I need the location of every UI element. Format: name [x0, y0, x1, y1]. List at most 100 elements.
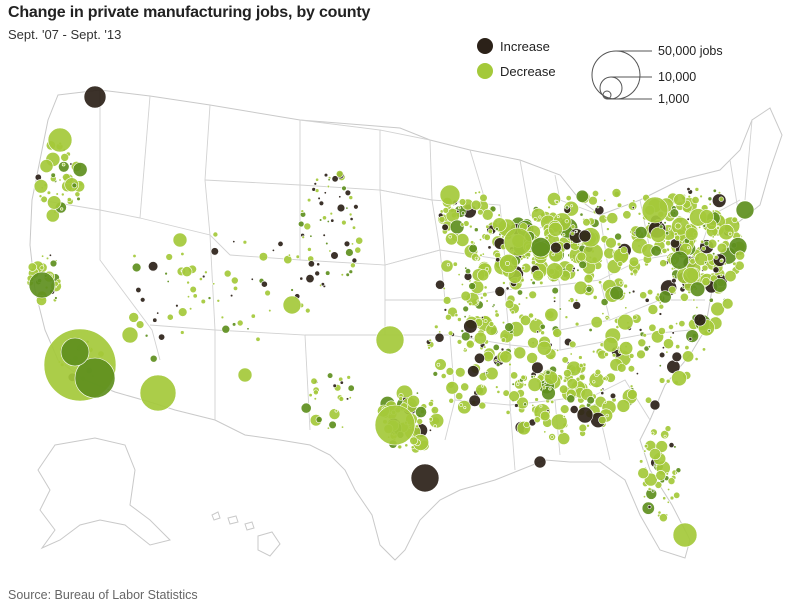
county-bubble: [495, 257, 501, 263]
county-bubble: [468, 394, 481, 407]
county-bubble: [533, 317, 538, 321]
county-bubbles: [26, 85, 755, 548]
county-bubble: [661, 346, 665, 350]
county-bubble: [708, 202, 712, 206]
county-bubble: [674, 471, 678, 475]
county-bubble: [58, 178, 62, 182]
county-bubble: [622, 291, 627, 296]
legend: Increase Decrease 50,000 jobs 10,000 1,0…: [477, 38, 723, 106]
county-bubble: [666, 255, 670, 259]
county-bubble: [614, 232, 622, 241]
county-bubble: [601, 312, 605, 316]
county-bubble: [576, 406, 594, 424]
county-bubble: [721, 298, 734, 310]
county-bubble: [216, 298, 221, 303]
county-bubble: [483, 233, 491, 241]
county-bubble: [494, 309, 499, 314]
county-bubble: [345, 272, 350, 277]
county-bubble: [207, 296, 212, 300]
county-bubble: [338, 195, 342, 199]
county-bubble: [308, 393, 313, 398]
county-bubble: [494, 286, 506, 297]
county-bubble: [711, 209, 715, 213]
county-bubble: [550, 413, 568, 431]
county-bubble: [441, 223, 449, 231]
county-bubble: [148, 261, 159, 272]
county-bubble: [232, 240, 236, 244]
county-bubble: [554, 200, 559, 205]
county-bubble: [505, 409, 511, 415]
size-label-10000: 10,000: [658, 70, 696, 84]
county-bubble: [643, 444, 649, 449]
county-bubble: [268, 309, 272, 313]
county-bubble: [504, 299, 515, 309]
county-bubble: [543, 430, 547, 434]
county-bubble: [693, 313, 707, 327]
county-bubble: [638, 328, 643, 332]
county-bubble: [340, 273, 344, 277]
county-bubble: [318, 200, 325, 207]
county-bubble: [591, 190, 599, 198]
county-bubble: [236, 319, 244, 327]
county-bubble: [474, 191, 478, 195]
county-bubble: [436, 362, 441, 367]
county-bubble: [622, 210, 632, 220]
county-bubble: [548, 221, 563, 237]
county-bubble: [564, 219, 569, 224]
county-bubble: [328, 408, 341, 420]
county-bubble: [576, 268, 580, 272]
county-bubble: [573, 280, 588, 295]
county-bubble: [328, 249, 332, 253]
county-bubble: [627, 365, 636, 373]
county-bubble: [550, 435, 554, 439]
county-bubble: [139, 374, 177, 412]
county-bubble: [553, 299, 557, 303]
county-bubble: [544, 307, 559, 322]
county-bubble: [165, 253, 173, 261]
county-bubble: [479, 193, 488, 202]
size-label-50000: 50,000 jobs: [658, 44, 723, 58]
county-bubble: [495, 362, 501, 367]
county-bubble: [701, 347, 706, 352]
county-bubble: [591, 349, 596, 354]
county-bubble: [662, 496, 667, 501]
county-bubble: [434, 358, 447, 371]
county-bubble: [637, 212, 642, 216]
county-bubble: [212, 282, 216, 286]
county-bubble: [627, 201, 638, 211]
county-bubble: [663, 338, 674, 350]
county-bubble: [669, 335, 673, 339]
county-bubble: [434, 332, 445, 343]
county-bubble: [533, 416, 541, 424]
county-bubble: [521, 265, 526, 270]
county-bubble: [487, 245, 492, 250]
county-bubble: [233, 285, 239, 291]
county-bubble: [72, 162, 88, 177]
county-bubble: [74, 191, 81, 198]
county-bubble: [654, 464, 658, 468]
county-bubble: [531, 403, 535, 407]
county-bubble: [698, 225, 702, 229]
county-bubble: [586, 423, 590, 428]
county-bubble: [39, 159, 54, 173]
county-bubble: [624, 306, 628, 310]
county-bubble: [338, 396, 344, 402]
county-bubble: [455, 233, 470, 247]
county-bubble: [477, 190, 481, 194]
county-bubble: [628, 353, 635, 359]
county-bubble: [658, 301, 662, 305]
county-bubble: [611, 188, 622, 198]
county-bubble: [326, 426, 330, 430]
county-bubble: [455, 367, 466, 378]
county-bubble: [647, 345, 651, 349]
county-bubble: [718, 224, 735, 241]
county-bubble: [669, 208, 679, 218]
county-bubble: [572, 301, 582, 310]
county-bubble: [658, 303, 665, 310]
county-bubble: [465, 339, 475, 349]
county-bubble: [313, 389, 319, 396]
county-bubble: [695, 305, 699, 309]
county-bubble: [446, 263, 451, 267]
county-bubble: [180, 330, 185, 335]
county-bubble: [686, 217, 690, 221]
